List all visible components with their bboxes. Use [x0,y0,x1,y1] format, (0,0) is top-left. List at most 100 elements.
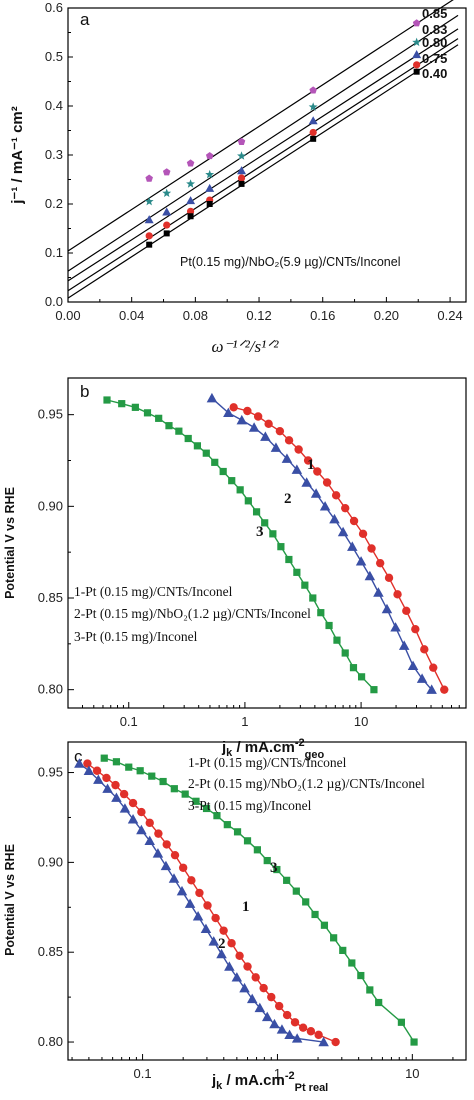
panel-b-point-2 [301,477,312,487]
panel-b-point-3 [103,396,111,404]
panel-b-point-2 [223,407,234,418]
point-0.75 [163,221,171,229]
panel-c-point-1 [282,1010,292,1020]
panel-c-ytick-label: 0.95 [38,765,63,780]
series-label-0.80: 0.80 [422,35,447,50]
panel-b-point-2 [270,442,282,452]
panel-b-point-3 [285,555,293,564]
panel-c-point-3 [311,910,319,919]
panel-a-annotation: Pt(0.15 mg)/NbO₂(5.9 µg)/CNTs/Inconel [180,255,400,269]
panel-b-point-2 [381,603,393,614]
panel-c-point-1 [119,789,129,799]
panel-b-point-3 [211,458,219,466]
panel-c-point-3 [357,971,365,980]
series-label-0.83: 0.83 [422,22,447,37]
point-0.85 [162,168,171,176]
panel-c-point-2 [246,993,258,1004]
point-0.75 [309,128,317,137]
point-0.80 [186,196,196,205]
panel-a-xtick-label: 0.12 [246,308,271,323]
panel-c-point-2 [224,961,235,971]
panel-b-point-1 [411,624,420,634]
panel-a-xtick-label: 0.20 [374,308,399,323]
panel-b-point-2 [373,587,384,597]
panel-c-curve-label-3: 3 [270,860,278,876]
panel-c-point-2 [276,1024,288,1034]
panel-b-point-3 [309,594,317,602]
panel-c-point-2 [318,1036,329,1047]
panel-c-point-1 [211,913,220,923]
panel-b-ytick-label: 0.95 [38,407,63,422]
panel-c-point-1 [243,962,252,971]
panel-b-point-3 [118,400,126,408]
panel-a-ytick-label: 0.3 [45,147,63,162]
panel-b-point-3 [193,442,202,450]
panel-c-point-1 [145,818,154,828]
panel-a-ytick-label: 0.0 [45,294,63,309]
panel-b-point-3 [184,434,192,443]
panel-c-point-3 [112,758,121,766]
panel-c-point-2 [136,824,147,835]
panel-c-point-1 [203,901,212,910]
panel-b-point-3 [252,508,261,516]
panel-c-point-3 [410,1038,418,1046]
panel-c-point-3 [181,790,189,798]
panel-b-point-2 [329,513,340,524]
panel-b-point-1 [429,663,438,672]
panel-c-point-3 [253,846,261,854]
panel-b-point-1 [303,456,313,465]
point-0.40 [187,213,194,220]
panel-c-xtick-label: 10 [405,1066,419,1081]
panel-c-point-3 [339,946,347,955]
point-0.80 [412,50,422,59]
panel-b-xtick-label: 1 [241,714,248,729]
panel-b-legend-1: 1-Pt (0.15 mg)/CNTs/Inconel [74,584,233,599]
panel-c-curve-label-1: 1 [242,899,250,915]
point-0.83 [162,188,172,198]
panel-b-curve-label-1: 1 [307,457,315,473]
panel-a: a 0.00 0.04 0.08 0.12 0.16 0.20 0.240.00.10.20… [9,0,467,356]
point-0.80 [205,183,215,192]
point-0.80 [144,215,154,224]
panel-b-point-2 [236,414,248,425]
panel-b: b 0.1 1 10 0.80 0.85 0.90 0.95 1 2 3 1-Pt (0.1… [3,377,467,761]
panel-c-point-1 [290,1018,300,1027]
point-0.85 [237,137,246,145]
panel-c-point-2 [168,873,180,883]
panel-c-point-2 [284,1029,295,1040]
panel-c-point-2 [144,835,155,846]
panel-c-point-1 [187,876,196,885]
panel-b-point-3 [202,449,210,457]
panel-b-xtick-label: 10 [354,714,368,729]
panel-b-point-1 [393,590,402,599]
panel-c-point-1 [92,766,102,775]
fit-line-0.75 [67,38,459,292]
panel-b-ytick-label: 0.80 [38,682,63,697]
point-0.40 [413,68,420,75]
panel-c-point-2 [93,774,104,784]
panel-c-point-3 [233,828,242,836]
panel-c-point-3 [292,887,300,895]
panel-b-point-3 [269,530,277,538]
panel-b-point-3 [261,519,269,527]
panel-c-point-2 [160,860,172,871]
panel-b-point-2 [426,684,437,694]
point-0.40 [163,230,170,237]
panel-c-frame [67,741,467,1061]
point-0.40 [146,241,153,248]
panel-b-point-1 [420,645,429,654]
panel-a-points [144,19,422,248]
panel-b-point-1 [375,558,385,568]
panel-b-letter: b [80,382,89,401]
panel-c-point-2 [74,758,85,768]
panel-c-point-1 [331,1037,340,1047]
panel-b-point-2 [281,453,293,463]
panel-c-point-2 [192,911,204,921]
panel-b-point-3 [277,543,285,551]
panel-b-axes: 0.1 1 10 0.80 0.85 0.90 0.95 [38,407,467,729]
panel-b-xlabel: jk / mA.cm-2geo [221,737,324,761]
panel-c-point-1 [227,939,236,948]
panel-c-point-1 [178,863,188,872]
panel-c-point-2 [239,982,250,993]
panel-c-point-1 [259,983,268,993]
